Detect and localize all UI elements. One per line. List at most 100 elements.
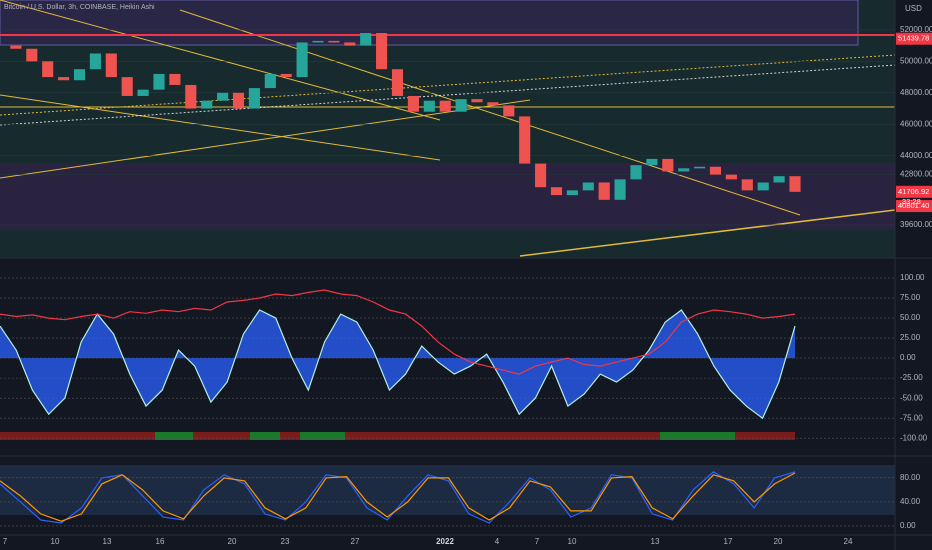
y-tick-label: 80.00	[900, 473, 921, 482]
y-tick-label: 42800.00	[900, 170, 932, 179]
signal-bar	[660, 432, 735, 440]
time-label: 10	[51, 537, 60, 546]
candle	[582, 182, 594, 191]
stoch-band	[0, 465, 895, 515]
currency: USD	[905, 4, 922, 13]
candle	[328, 40, 340, 43]
candle	[10, 45, 22, 49]
y-tick-label: -100.00	[900, 433, 928, 442]
time-label: 7	[535, 537, 540, 546]
time-label: 27	[351, 537, 360, 546]
y-tick-label: 75.00	[900, 293, 921, 302]
time-label: 4	[495, 537, 500, 546]
trend-line	[519, 209, 896, 257]
candle	[694, 166, 706, 169]
candle	[757, 182, 769, 191]
dotted-line	[0, 54, 896, 116]
time-label: 10	[568, 537, 577, 546]
y-tick-label: 0.00	[900, 353, 916, 362]
price-tag-label: 40801.40	[898, 201, 929, 210]
price-tag-label: 51439.78	[898, 34, 929, 43]
price-tag	[896, 185, 932, 198]
y-tick-label: 46000.00	[900, 119, 932, 128]
candle	[678, 168, 690, 172]
candle	[360, 33, 372, 46]
candle	[312, 40, 324, 43]
series-line	[0, 289, 796, 375]
candle	[169, 73, 181, 85]
candle	[376, 33, 388, 70]
candle	[741, 179, 753, 191]
candle	[598, 182, 610, 200]
y-tick-label: 48000.00	[900, 88, 932, 97]
series-line	[0, 472, 796, 522]
candle	[391, 69, 404, 96]
candle	[535, 163, 547, 188]
trend-line	[0, 94, 441, 161]
wave-area	[0, 310, 795, 419]
signal-bar	[155, 432, 193, 440]
candle	[423, 100, 435, 112]
layer: 52000.00 50000.00 48000.00 46000.00 44000.00…	[0, 25, 932, 546]
candle	[789, 176, 801, 192]
candle	[153, 73, 165, 90]
price-tag	[896, 32, 932, 45]
candle	[42, 61, 54, 78]
candle	[73, 69, 86, 81]
time-label: 13	[103, 537, 112, 546]
candle	[264, 73, 276, 89]
candle	[89, 53, 101, 70]
y-tick-label: 50.00	[900, 313, 921, 322]
candle	[646, 158, 658, 166]
y-tick-label: 100.00	[900, 273, 925, 282]
countdown: 33:28	[902, 197, 921, 206]
price-tag	[896, 200, 932, 213]
candle	[137, 89, 149, 96]
candle	[550, 187, 563, 196]
candle	[630, 165, 642, 180]
y-tick-label: 44000.00	[900, 151, 932, 160]
time-label: 24	[844, 537, 853, 546]
candle	[121, 77, 133, 96]
signal-bar	[300, 432, 345, 440]
candle	[709, 166, 722, 175]
candle	[487, 102, 499, 106]
candle	[662, 158, 674, 172]
candle	[58, 77, 70, 81]
signal-bar	[250, 432, 280, 440]
candle	[725, 174, 737, 180]
candle	[26, 48, 38, 62]
candle	[248, 88, 260, 109]
candle	[519, 116, 531, 164]
series-line	[0, 309, 796, 420]
y-tick-label: -50.00	[900, 393, 923, 402]
candle	[232, 92, 245, 109]
candle	[185, 84, 197, 109]
time-label: 20	[228, 537, 237, 546]
candle	[280, 73, 292, 78]
y-tick-label: 50000.00	[900, 56, 932, 65]
time-label: 23	[281, 537, 290, 546]
candle	[105, 53, 117, 78]
trend-line	[0, 0, 441, 121]
y-tick-label: 39600.00	[900, 220, 932, 229]
trend-line	[179, 9, 801, 216]
signal-bar	[0, 432, 795, 440]
y-tick-label: 25.00	[900, 333, 921, 342]
candle	[344, 42, 356, 46]
trend-line	[0, 99, 531, 179]
candle	[296, 42, 308, 78]
time-label: 7	[3, 537, 8, 546]
y-tick-label: 0.00	[900, 521, 916, 530]
candle	[201, 100, 213, 109]
candle	[407, 95, 419, 112]
time-label: 13	[651, 537, 660, 546]
candle	[773, 176, 785, 183]
chart-title: Bitcoin / U.S. Dollar, 3h, COINBASE, Hei…	[4, 4, 155, 11]
time-label: 16	[156, 537, 165, 546]
time-label: 17	[724, 537, 733, 546]
candle	[439, 100, 451, 112]
dotted-line	[0, 64, 896, 126]
y-tick-label: -75.00	[900, 413, 923, 422]
